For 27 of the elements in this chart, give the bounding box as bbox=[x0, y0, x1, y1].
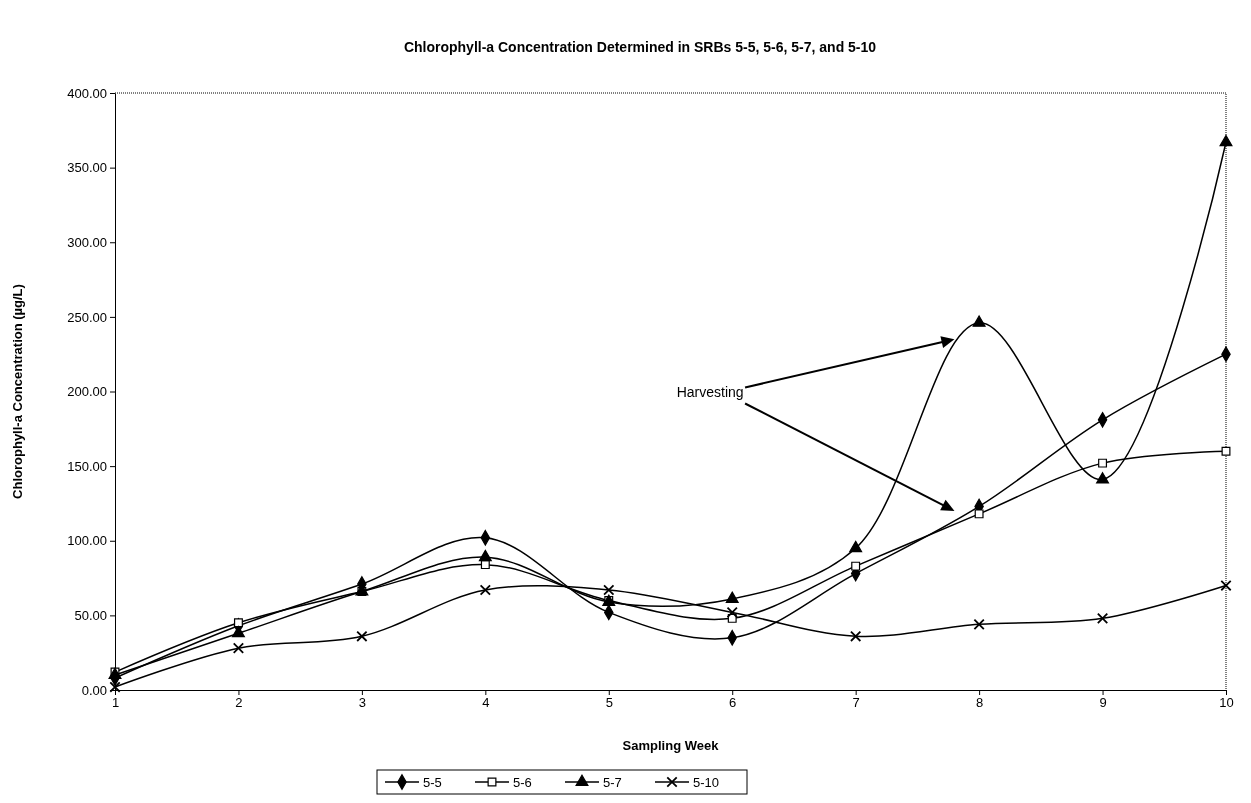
x-tick-label: 3 bbox=[358, 695, 367, 711]
legend-label: 5-6 bbox=[513, 775, 532, 790]
legend-label: 5-5 bbox=[423, 775, 442, 790]
chart-title: Chlorophyll-a Concentration Determined in SRBs 5-5, 5-6, 5-7, and 5-10 bbox=[403, 39, 877, 55]
y-tick-label: 350.00 bbox=[67, 160, 107, 176]
x-tick-label: 4 bbox=[482, 695, 490, 711]
y-tick-label: 200.00 bbox=[67, 384, 107, 400]
x-tick-label: 8 bbox=[975, 695, 984, 711]
legend-label: 5-10 bbox=[693, 775, 720, 790]
x-tick-label: 10 bbox=[1219, 695, 1234, 711]
x-tick-label: 2 bbox=[235, 695, 243, 711]
x-tick-label: 9 bbox=[1099, 695, 1107, 711]
y-tick-label: 50.00 bbox=[74, 608, 107, 624]
x-tick-label: 5 bbox=[605, 695, 613, 711]
legend-label: 5-7 bbox=[603, 775, 622, 790]
annotation: Harvesting bbox=[676, 383, 744, 400]
y-tick-label: 0.00 bbox=[81, 682, 107, 698]
x-tick-label: 1 bbox=[111, 695, 120, 711]
y-tick-label: 300.00 bbox=[67, 234, 107, 250]
y-tick-label: 250.00 bbox=[67, 309, 107, 325]
y-tick-label: 150.00 bbox=[67, 458, 107, 474]
x-tick-label: 7 bbox=[852, 695, 860, 711]
y-tick-label: 400.00 bbox=[67, 85, 107, 101]
x-tick-label: 6 bbox=[729, 695, 737, 711]
y-axis-title: Chlorophyll-a Concentration (µg/L) bbox=[10, 284, 25, 499]
x-axis-title: Sampling Week bbox=[622, 738, 720, 753]
y-tick-label: 100.00 bbox=[67, 533, 107, 549]
